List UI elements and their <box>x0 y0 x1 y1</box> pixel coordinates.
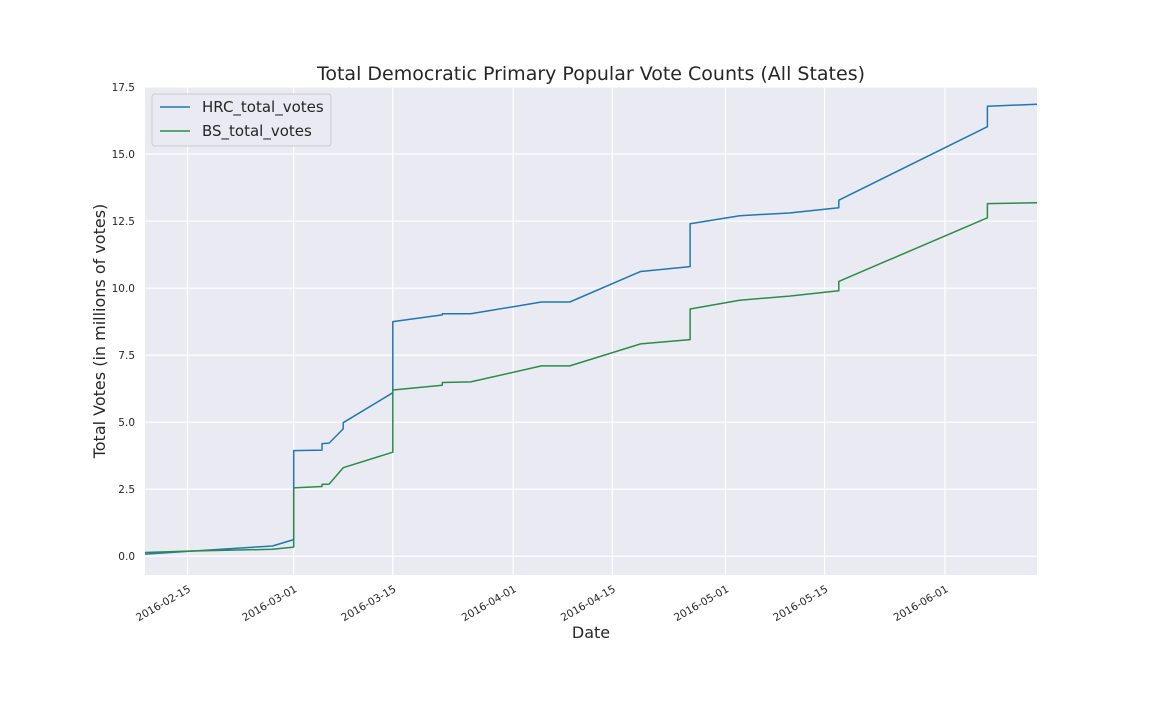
x-tick-label: 2016-04-01 <box>460 583 519 624</box>
y-tick-label: 10.0 <box>112 283 135 295</box>
x-tick-label: 2016-05-01 <box>672 583 731 624</box>
y-tick-labels: 0.0 2.5 5.0 7.5 10.0 12.5 15.0 17.5 <box>112 82 135 563</box>
y-axis-label: Total Votes (in millions of votes) <box>90 204 109 460</box>
x-tick-label: 2016-03-15 <box>339 583 398 624</box>
y-tick-label: 5.0 <box>118 417 135 429</box>
x-tick-label: 2016-06-01 <box>892 583 951 624</box>
legend-label-hrc: HRC_total_votes <box>202 98 324 117</box>
series-layer <box>144 103 1038 555</box>
x-tick-label: 2016-03-01 <box>240 583 299 624</box>
y-tick-label: 7.5 <box>118 350 135 362</box>
x-tick-label: 2016-02-15 <box>134 583 193 624</box>
y-tick-label: 12.5 <box>112 216 135 228</box>
x-axis-label: Date <box>572 623 610 642</box>
legend-label-bs: BS_total_votes <box>202 122 312 141</box>
x-tick-label: 2016-04-15 <box>559 583 618 624</box>
chart-title: Total Democratic Primary Popular Vote Co… <box>316 63 865 85</box>
y-tick-label: 0.0 <box>118 551 135 563</box>
y-tick-label: 2.5 <box>118 484 135 496</box>
series-line-HRC_total_votes <box>144 103 1038 555</box>
y-tick-label: 15.0 <box>112 149 135 161</box>
plot-background <box>145 87 1037 575</box>
x-tick-labels: 2016-02-15 2016-03-01 2016-03-15 2016-04-01… <box>134 583 950 624</box>
series-line-BS_total_votes <box>144 202 1038 554</box>
x-tick-label: 2016-05-15 <box>771 583 830 624</box>
legend-box <box>151 93 332 147</box>
legend: HRC_total_votes BS_total_votes <box>151 93 332 147</box>
grid <box>145 86 1037 575</box>
y-tick-label: 17.5 <box>112 82 135 94</box>
